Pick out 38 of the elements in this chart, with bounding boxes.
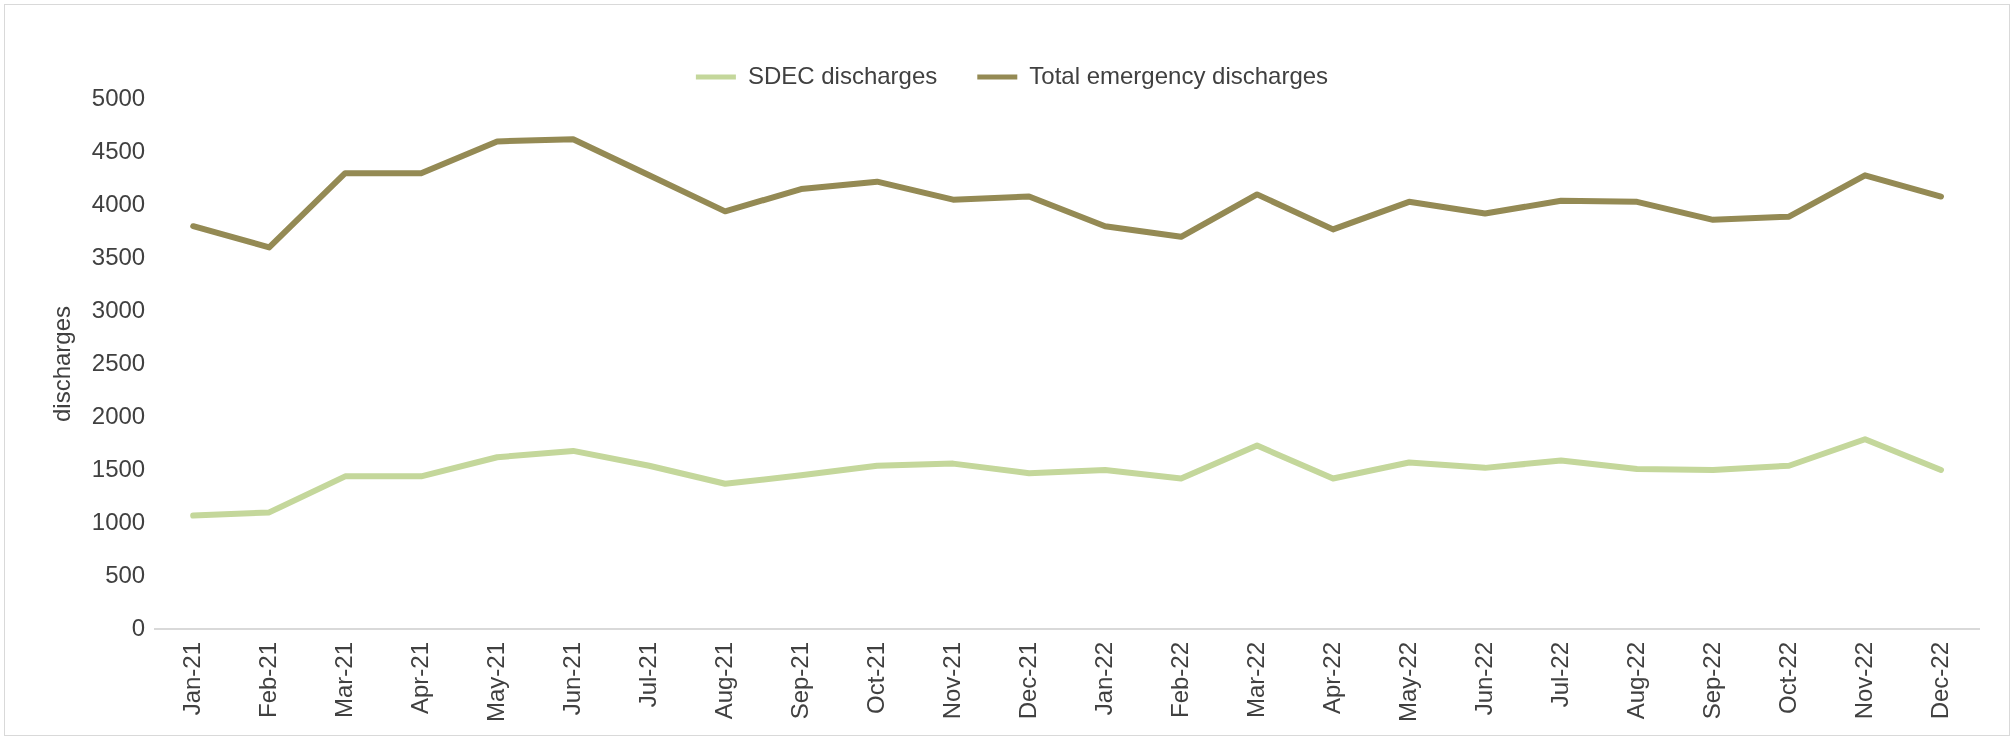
x-tick-label: May-22 [1393,641,1421,722]
x-tick-label: Sep-21 [785,641,813,720]
x-tick-label: Mar-22 [1241,641,1269,718]
x-tick-label: Jan-22 [1089,641,1117,716]
x-tick-label: Mar-21 [329,641,357,718]
x-tick-label: Jun-22 [1469,641,1497,716]
x-tick-label: Apr-22 [1317,641,1345,715]
y-tick-label: 1000 [91,507,146,535]
y-tick-label: 4000 [91,189,146,217]
x-tick-label: May-21 [481,641,509,722]
x-tick-label: Oct-22 [1773,641,1801,714]
x-tick-label: Jan-21 [177,641,205,716]
x-tick-label: Feb-22 [1165,641,1193,719]
x-tick-label: Sep-22 [1697,641,1725,720]
y-axis-title: discharges [48,305,76,423]
x-tick-label: Jul-22 [1545,641,1573,708]
x-tick-label: Jun-21 [557,641,585,716]
x-tick-label: Aug-21 [709,641,737,720]
x-tick-label: Nov-22 [1849,641,1877,720]
legend-label: Total emergency discharges [1029,61,1329,89]
y-tick-label: 2000 [91,401,146,429]
y-tick-label: 2500 [91,348,146,376]
x-tick-label: Apr-21 [405,641,433,715]
x-tick-label: Oct-21 [861,641,889,714]
x-tick-label: Aug-22 [1621,641,1649,720]
x-tick-label: Jul-21 [633,641,661,708]
x-tick-label: Feb-21 [253,641,281,719]
y-tick-label: 500 [105,560,146,588]
y-tick-label: 3500 [91,242,146,270]
legend-label: SDEC discharges [747,61,938,89]
y-tick-label: 5000 [91,83,146,111]
y-tick-label: 3000 [91,295,146,323]
y-tick-label: 0 [131,613,146,641]
x-tick-label: Dec-21 [1013,641,1041,720]
x-tick-label: Dec-22 [1925,641,1953,720]
x-tick-label: Nov-21 [937,641,965,720]
y-tick-label: 1500 [91,454,146,482]
y-tick-label: 4500 [91,136,146,164]
